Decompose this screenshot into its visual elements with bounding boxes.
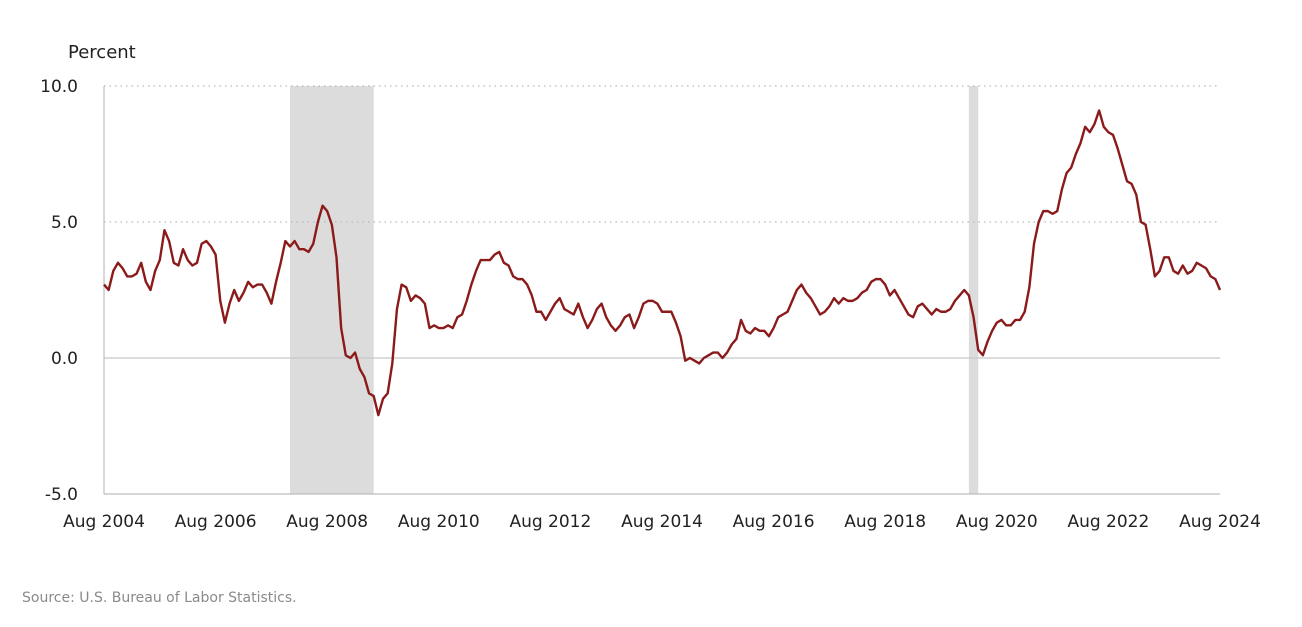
y-tick-label-2: 0.0 [51,349,78,369]
x-tick-label-2: Aug 2008 [286,512,368,532]
x-tick-labels: Aug 2004 Aug 2006 Aug 2008 Aug 2010 Aug 2012… [63,512,1261,532]
recession-shading-layer [290,86,979,494]
x-tick-label-10: Aug 2024 [1179,512,1261,532]
x-tick-label-5: Aug 2014 [621,512,703,532]
recession-band-1 [968,86,979,494]
x-tick-label-3: Aug 2010 [398,512,480,532]
series-line [103,109,1222,417]
x-tick-label-7: Aug 2018 [844,512,926,532]
x-tick-label-8: Aug 2020 [956,512,1038,532]
x-tick-label-4: Aug 2012 [509,512,591,532]
x-tick-label-6: Aug 2016 [733,512,815,532]
y-tick-label-3: -5.0 [45,485,78,505]
y-tick-label-0: 10.0 [40,77,78,97]
grid-layer [104,85,1220,359]
y-axis-label: Percent [68,42,136,63]
source-note: Source: U.S. Bureau of Labor Statistics. [22,590,297,606]
x-tick-label-1: Aug 2006 [175,512,257,532]
x-tick-label-0: Aug 2004 [63,512,145,532]
y-tick-labels: 10.0 5.0 0.0 -5.0 [40,77,78,505]
x-tick-label-9: Aug 2022 [1067,512,1149,532]
recession-band-0 [290,86,374,494]
y-tick-label-1: 5.0 [51,213,78,233]
